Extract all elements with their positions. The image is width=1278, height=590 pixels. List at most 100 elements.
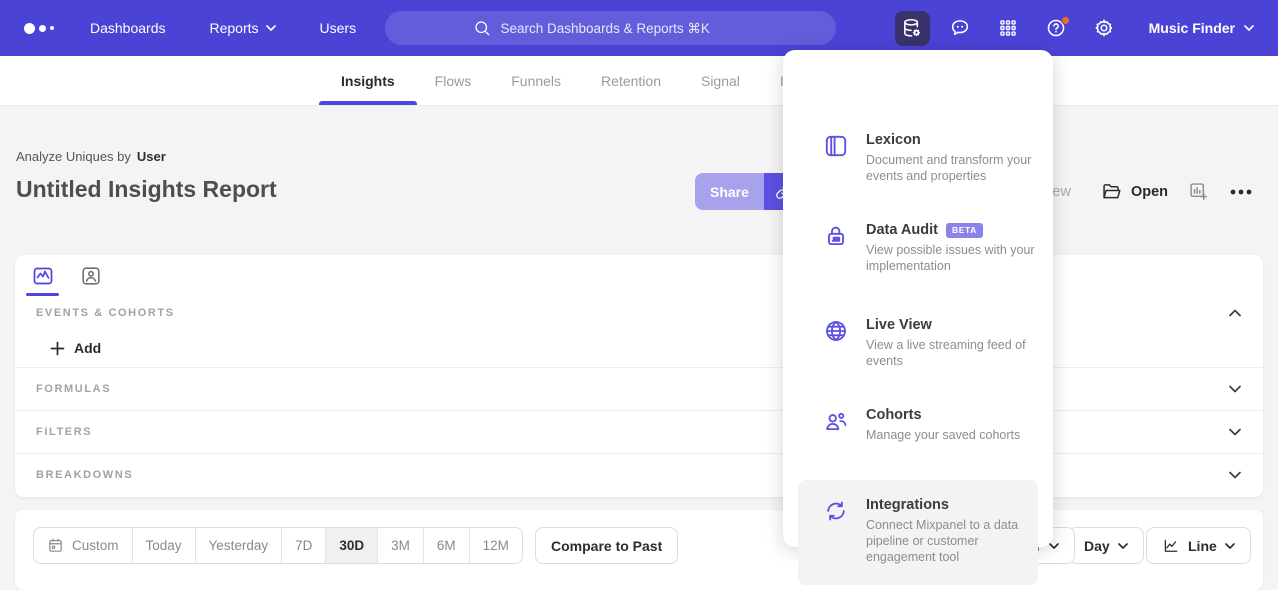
menu-item-title: Cohorts [866,407,922,423]
open-report-button[interactable]: Open [1101,181,1168,202]
chevron-down-icon [1049,542,1059,549]
help-icon [1045,17,1067,39]
notification-dot [1060,15,1070,25]
line-chart-tab-icon [31,264,55,288]
menu-item-title: Live View [866,317,932,333]
range-30d[interactable]: 30D [326,528,379,563]
tab-insights[interactable]: Insights [319,56,417,105]
project-switcher[interactable]: Music Finder [1149,20,1254,36]
more-options-button[interactable] [1229,188,1253,196]
page-title[interactable]: Untitled Insights Report [16,176,277,202]
integrations-sync-icon [823,497,849,565]
nav-reports[interactable]: Reports [210,20,276,36]
compare-to-past-button[interactable]: Compare to Past [535,527,679,564]
cohorts-people-icon [823,407,849,443]
range-3m[interactable]: 3M [378,528,424,563]
report-tabbar: Insights Flows Funnels Retention Signal … [0,56,1278,106]
data-management-menu: Lexicon Document and transform your even… [783,50,1053,585]
add-to-dashboard-button[interactable] [1188,181,1209,202]
expand-breakdowns-chevron-down-icon[interactable] [1225,467,1245,483]
globe-icon [823,317,849,369]
nav-users[interactable]: Users [319,20,357,36]
chevron-down-icon [1224,542,1235,549]
database-gear-icon [901,17,923,39]
range-6m[interactable]: 6M [424,528,470,563]
line-chart-icon [1162,537,1180,555]
share-button[interactable]: Share [695,173,764,210]
formulas-section-row[interactable]: FORMULAS [15,367,1263,410]
date-controls-bar: Custom Today Yesterday 7D 30D 3M 6M 12M … [15,510,1263,590]
range-yesterday[interactable]: Yesterday [196,528,283,563]
lexicon-book-icon [823,132,849,184]
open-label: Open [1130,183,1168,200]
add-label: Add [74,340,102,356]
chart-add-icon [1188,181,1209,202]
filters-section-row[interactable]: FILTERS [15,410,1263,453]
events-section-header: EVENTS & COHORTS [15,296,1263,329]
person-tab-icon [80,265,102,287]
query-builder-panel: EVENTS & COHORTS Add FORMULAS FILTERS BR… [15,255,1263,497]
chevron-down-icon [1244,25,1254,31]
menu-item-integrations[interactable]: Integrations Connect Mixpanel to a data … [798,480,1038,585]
filters-section-label: FILTERS [36,426,93,438]
data-audit-lock-icon [823,222,849,274]
menu-item-desc: Manage your saved cohorts [866,428,1021,442]
ellipsis-icon [1229,188,1253,196]
tab-funnels[interactable]: Funnels [511,72,562,89]
menu-item-lexicon[interactable]: Lexicon Document and transform your even… [783,132,1053,184]
help-button[interactable] [1039,11,1074,46]
folder-icon [1101,181,1122,202]
events-section-label: EVENTS & COHORTS [36,306,175,319]
menu-item-cohorts[interactable]: Cohorts Manage your saved cohorts [783,407,1053,443]
menu-item-live-view[interactable]: Live View View a live streaming feed of … [783,317,1053,369]
chart-type-label: Line [1188,537,1217,554]
menu-item-title: Integrations [866,497,949,513]
add-event-button[interactable]: Add [50,340,101,356]
collapse-events-chevron-up-icon[interactable] [1225,305,1245,321]
expand-filters-chevron-down-icon[interactable] [1225,424,1245,440]
chat-bubble-icon [949,17,971,39]
menu-item-desc: View a live streaming feed of events [866,338,1026,368]
expand-formulas-chevron-down-icon[interactable] [1225,381,1245,397]
feedback-button[interactable] [943,11,978,46]
search-bar[interactable] [385,11,836,45]
interval-label: Day [1084,537,1110,554]
range-today[interactable]: Today [133,528,196,563]
analysis-subtitle: Analyze Uniques by User [16,149,166,164]
settings-button[interactable] [1087,11,1122,46]
nav-reports-label: Reports [209,20,259,36]
breakdowns-section-row[interactable]: BREAKDOWNS [15,453,1263,496]
interval-dropdown[interactable]: Day [1068,527,1144,564]
mixpanel-logo[interactable] [24,22,54,34]
events-add-row: Add [15,329,1263,367]
range-7d[interactable]: 7D [282,528,327,563]
menu-item-data-audit[interactable]: Data Audit BETA View possible issues wit… [783,222,1053,274]
grid-icon [998,18,1018,38]
header-actions: New Open [1042,173,1253,210]
data-management-button[interactable] [894,10,930,46]
range-custom-label: Custom [72,538,119,553]
search-input[interactable] [500,20,749,36]
breakdowns-section-label: BREAKDOWNS [36,469,134,481]
range-12m[interactable]: 12M [482,538,509,553]
chart-type-dropdown[interactable]: Line [1146,527,1251,564]
builder-view-tabs [15,255,1263,296]
tab-retention[interactable]: Retention [601,72,661,89]
analysis-entity-selector[interactable]: User [136,149,166,164]
range-custom[interactable]: Custom [34,528,133,563]
tab-flows[interactable]: Flows [434,72,472,89]
calendar-icon [47,537,64,554]
tab-users-view[interactable] [74,255,107,296]
navbar-right: Music Finder [894,0,1254,56]
menu-item-desc: Connect Mixpanel to a data pipeline or c… [866,518,1019,564]
date-range-segmented-control: Custom Today Yesterday 7D 30D 3M 6M 12M [33,527,523,564]
nav-dashboards[interactable]: Dashboards [90,20,166,36]
tab-signal[interactable]: Signal [700,72,740,89]
apps-grid-button[interactable] [991,11,1026,46]
gear-icon [1093,17,1115,39]
beta-badge: BETA [945,222,983,238]
subtitle-prefix: Analyze Uniques by [16,149,131,164]
chevron-down-icon [1117,542,1128,549]
project-name: Music Finder [1148,20,1235,36]
tab-events-view[interactable] [26,255,59,296]
